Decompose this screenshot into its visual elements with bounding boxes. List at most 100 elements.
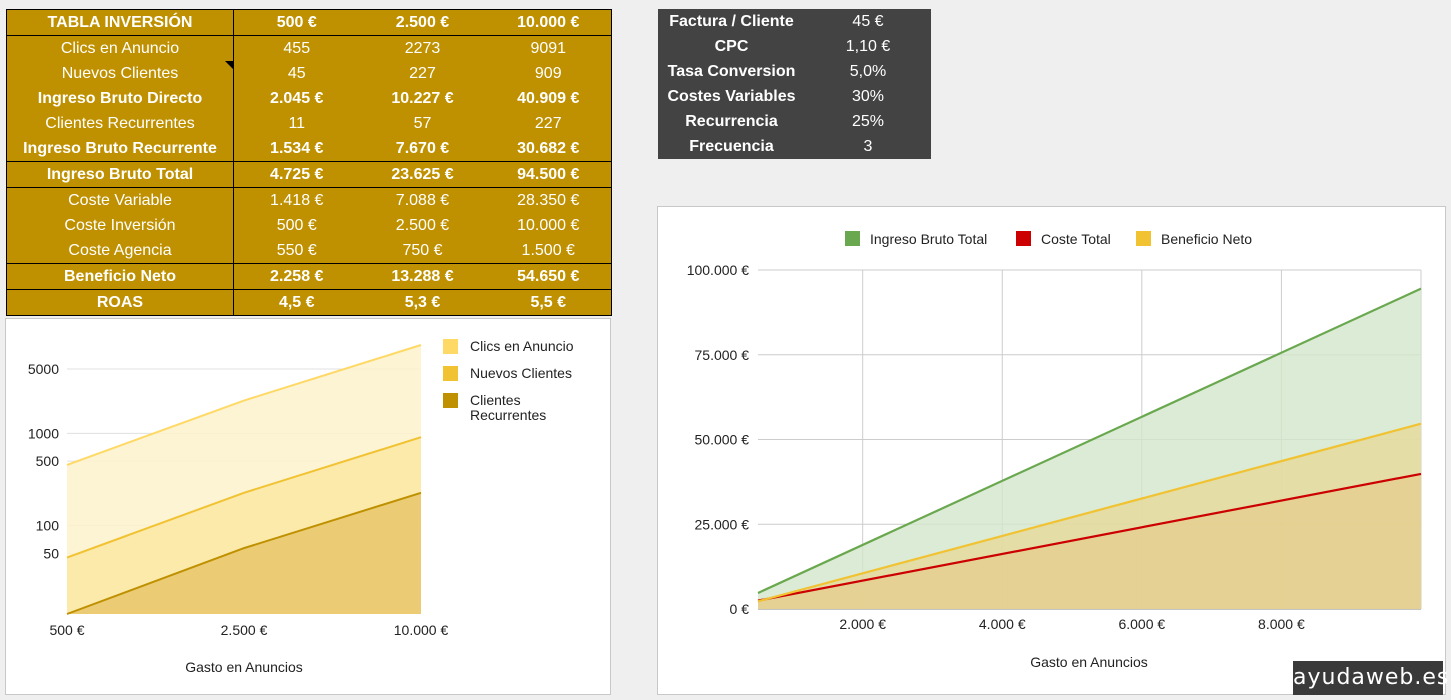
- log-area-chart: 50 100 500 1000 5000 500 € 2.500 € 10.000 € Gast…: [5, 318, 611, 695]
- table-cell[interactable]: 10.227 €: [391, 89, 454, 107]
- table-cell[interactable]: 2.045 €: [270, 89, 324, 107]
- table-cell[interactable]: 4.725 €: [233, 161, 360, 188]
- table-cell[interactable]: 57: [413, 114, 432, 132]
- x-tick-label: 8.000 €: [1258, 616, 1305, 632]
- table-cell[interactable]: 550 €: [233, 238, 360, 264]
- table-cell[interactable]: 2.500 €: [395, 216, 450, 234]
- row-label-text: Coste Inversión: [64, 216, 176, 234]
- legend-label-line: Clientes: [470, 392, 521, 408]
- table-row: Clics en Anuncio 455 2273 9091: [6, 35, 612, 61]
- row-label[interactable]: Ingreso Bruto Directo: [6, 86, 234, 111]
- legend-swatch: [443, 366, 458, 381]
- table-row: Beneficio Neto 2.258 €13.288 €54.650 €: [6, 263, 612, 290]
- table-cell[interactable]: 455: [283, 39, 311, 57]
- row-label-text: Clientes Recurrentes: [45, 114, 195, 132]
- legend-label: Ingreso Bruto Total: [870, 231, 987, 247]
- param-label[interactable]: Recurrencia: [685, 112, 778, 130]
- table-cell[interactable]: 909: [534, 64, 562, 82]
- row-label[interactable]: Beneficio Neto: [6, 263, 234, 290]
- row-label[interactable]: Clientes Recurrentes: [6, 111, 234, 136]
- table-cell[interactable]: 45: [287, 64, 306, 82]
- param-label[interactable]: Costes Variables: [667, 87, 796, 105]
- table-cell[interactable]: 227: [409, 64, 436, 82]
- param-value[interactable]: 5,0%: [849, 62, 887, 80]
- param-value[interactable]: 30%: [851, 87, 885, 105]
- table-cell[interactable]: 1.418 €: [270, 191, 324, 209]
- table-cell[interactable]: 1.534 €: [233, 136, 360, 162]
- revenue-area-chart: 0 € 25.000 € 50.000 € 75.000 € 100.000 € 2.00…: [657, 206, 1446, 695]
- table-cell[interactable]: 2273: [404, 39, 441, 57]
- table-cell[interactable]: 500 €: [276, 216, 317, 234]
- y-tick-label: 100.000 €: [687, 262, 749, 278]
- table-title[interactable]: TABLA INVERSIÓN: [6, 9, 234, 36]
- param-label[interactable]: Tasa Conversion: [667, 62, 796, 80]
- row-label[interactable]: Coste Agencia: [6, 238, 234, 264]
- table-cell[interactable]: 13.288 €: [359, 263, 486, 290]
- row-label-text: Nuevos Clientes: [61, 64, 179, 82]
- table-cell[interactable]: 23.625 €: [359, 161, 486, 188]
- x-tick-label: 6.000 €: [1118, 616, 1165, 632]
- x-axis-title: Gasto en Anuncios: [1030, 654, 1148, 670]
- legend-swatch: [1016, 231, 1031, 246]
- y-tick-label: 500: [36, 453, 60, 469]
- legend-label: Nuevos Clientes: [470, 365, 572, 381]
- table-cell[interactable]: 94.500 €: [485, 161, 612, 188]
- param-value[interactable]: 45 €: [852, 12, 884, 30]
- table-cell[interactable]: 2.258 €: [233, 263, 360, 290]
- row-label-text: Ingreso Bruto Total: [46, 165, 194, 183]
- param-row: Frecuencia 3: [658, 134, 931, 159]
- param-value[interactable]: 3: [863, 137, 873, 155]
- row-label[interactable]: Ingreso Bruto Total: [6, 161, 234, 188]
- table-cell[interactable]: 7.670 €: [359, 136, 486, 162]
- log-area-chart-svg: 50 100 500 1000 5000 500 € 2.500 € 10.000 € Gast…: [28, 338, 574, 675]
- table-cell[interactable]: 227: [534, 114, 562, 132]
- x-tick-label: 4.000 €: [979, 616, 1026, 632]
- param-label[interactable]: Frecuencia: [689, 137, 774, 155]
- row-label[interactable]: Nuevos Clientes: [6, 61, 234, 86]
- legend-label: Clientes Recurrentes: [470, 392, 546, 423]
- series-area-2: [758, 423, 1421, 609]
- param-row: Costes Variables 30%: [658, 84, 931, 109]
- row-label[interactable]: Clics en Anuncio: [6, 35, 234, 61]
- table-cell[interactable]: 30.682 €: [485, 136, 612, 162]
- header-cell[interactable]: 500 €: [233, 9, 360, 36]
- series-line-0: [757, 287, 1422, 594]
- table-row: ROAS 4,5 € 5,3 € 5,5 €: [6, 289, 612, 316]
- table-cell[interactable]: 9091: [530, 39, 567, 57]
- param-label[interactable]: Factura / Cliente: [669, 12, 794, 30]
- param-value[interactable]: 25%: [851, 112, 885, 130]
- table-header-row: TABLA INVERSIÓN 500 €2.500 €10.000 €: [6, 9, 612, 36]
- table-row: Nuevos Clientes 45 227 909: [6, 61, 612, 86]
- row-label[interactable]: Coste Inversión: [6, 213, 234, 238]
- row-label-text: Ingreso Bruto Recurrente: [23, 139, 217, 157]
- param-row: Tasa Conversion 5,0%: [658, 59, 931, 84]
- row-label[interactable]: ROAS: [6, 289, 234, 316]
- investment-table: TABLA INVERSIÓN 500 €2.500 €10.000 € Clics…: [6, 9, 612, 316]
- y-tick-label: 0 €: [730, 601, 750, 617]
- table-cell[interactable]: 40.909 €: [517, 89, 580, 107]
- table-cell[interactable]: 10.000 €: [517, 216, 580, 234]
- table-cell[interactable]: 750 €: [359, 238, 486, 264]
- row-label[interactable]: Ingreso Bruto Recurrente: [6, 136, 234, 162]
- table-cell[interactable]: 54.650 €: [485, 263, 612, 290]
- table-cell[interactable]: 4,5 €: [278, 293, 315, 311]
- table-cell[interactable]: 7.088 €: [395, 191, 450, 209]
- revenue-area-chart-svg: 0 € 25.000 € 50.000 € 75.000 € 100.000 € 2.00…: [687, 231, 1422, 670]
- y-tick-label: 50.000 €: [695, 432, 750, 448]
- table-cell[interactable]: 1.500 €: [485, 238, 612, 264]
- row-label[interactable]: Coste Variable: [6, 187, 234, 213]
- table-cell[interactable]: 28.350 €: [517, 191, 580, 209]
- table-cell[interactable]: 5,3 €: [404, 293, 441, 311]
- header-cell[interactable]: 10.000 €: [485, 9, 612, 36]
- table-cell[interactable]: 11: [288, 114, 306, 132]
- x-axis-title: Gasto en Anuncios: [185, 659, 303, 675]
- x-tick-label: 10.000 €: [394, 622, 449, 638]
- param-value[interactable]: 1,10 €: [845, 37, 891, 55]
- table-cell[interactable]: 5,5 €: [530, 293, 567, 311]
- header-cell[interactable]: 2.500 €: [359, 9, 486, 36]
- param-label[interactable]: CPC: [714, 37, 749, 55]
- y-tick-label: 100: [36, 518, 60, 534]
- row-label-text: ROAS: [96, 293, 144, 311]
- table-row: Ingreso Bruto Total 4.725 €23.625 €94.500…: [6, 161, 612, 188]
- cell-note-indicator[interactable]: [225, 61, 233, 69]
